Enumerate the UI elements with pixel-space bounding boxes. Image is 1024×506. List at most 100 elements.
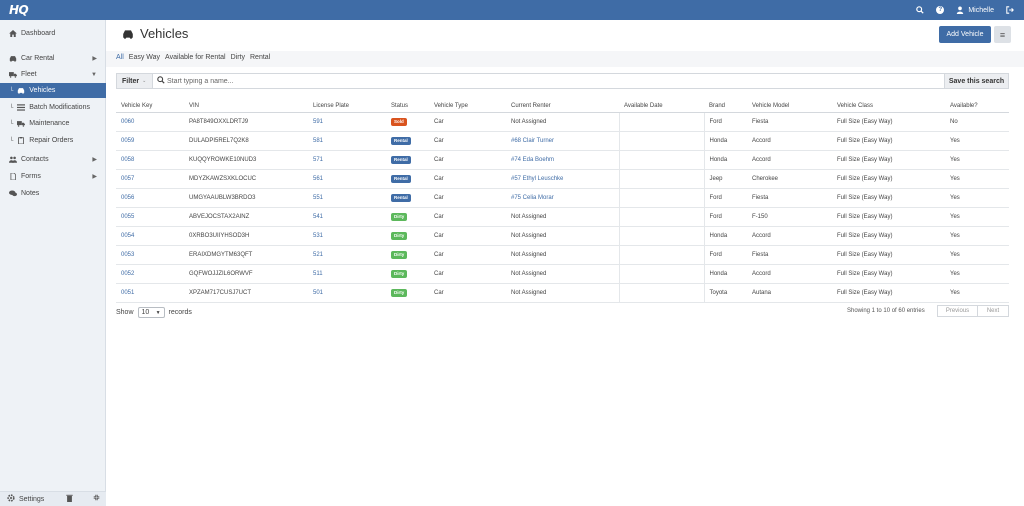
menu-button[interactable]: ≡ bbox=[994, 26, 1011, 43]
status-badge: Rental bbox=[391, 155, 411, 164]
col-available[interactable]: Available? bbox=[945, 100, 1009, 113]
tab-all[interactable]: All bbox=[116, 54, 124, 61]
trash-icon[interactable] bbox=[66, 494, 73, 504]
vehicle-key-link[interactable]: 0056 bbox=[121, 194, 135, 201]
next-button[interactable]: Next bbox=[978, 305, 1009, 317]
add-vehicle-button[interactable]: Add Vehicle bbox=[939, 26, 991, 43]
table-cell: Dirty bbox=[386, 264, 429, 284]
table-row[interactable]: 0058 KUQQYROWKE10NUD3 571 Rental Car #74 Eda … bbox=[116, 150, 1009, 170]
table-row[interactable]: 0052 GQFWOJJZIL6ORWVF 511 Dirty Car Not Assig… bbox=[116, 264, 1009, 284]
sidebar-item-maintenance[interactable]: └ Maintenance bbox=[0, 116, 106, 131]
col-vehicle-class[interactable]: Vehicle Class bbox=[832, 100, 945, 113]
vehicle-class-cell: Full Size (Easy Way) bbox=[837, 270, 893, 277]
table-row[interactable]: 0059 DULADPI5REL7Q2K8 581 Rental Car #68 Clai… bbox=[116, 131, 1009, 151]
vehicle-key-link[interactable]: 0055 bbox=[121, 213, 135, 220]
col-available-date[interactable]: Available Date bbox=[619, 100, 704, 113]
sidebar-item-batch-modifications[interactable]: └ Batch Modifications bbox=[0, 100, 106, 115]
sidebar-item-vehicles[interactable]: └ Vehicles bbox=[0, 83, 106, 98]
tab-available-for-rental[interactable]: Available for Rental bbox=[165, 54, 226, 61]
user-menu[interactable]: Michelle bbox=[956, 6, 994, 14]
table-row[interactable]: 0060 PA8T849OXXLDRTJ9 591 Sold Car Not Assign… bbox=[116, 112, 1009, 132]
col-vehicle-key[interactable]: Vehicle Key bbox=[116, 100, 184, 113]
sidebar-item-car-rental[interactable]: Car Rental ▶ bbox=[0, 51, 106, 66]
help-icon[interactable]: ? bbox=[936, 6, 945, 14]
license-plate-link[interactable]: 511 bbox=[313, 270, 323, 277]
car-icon bbox=[9, 55, 17, 62]
sidebar-item-fleet[interactable]: Fleet ▼ bbox=[0, 67, 106, 82]
table-row[interactable]: 0053 ERAIXDMGYTM63QFT 521 Dirty Car Not Assig… bbox=[116, 245, 1009, 265]
sidebar-item-repair-orders[interactable]: └ Repair Orders bbox=[0, 133, 106, 148]
table-cell: GQFWOJJZIL6ORWVF bbox=[184, 264, 308, 284]
table-cell bbox=[618, 245, 704, 265]
license-plate-link[interactable]: 531 bbox=[313, 232, 324, 239]
vehicle-key-link[interactable]: 0057 bbox=[121, 175, 135, 182]
logout-icon[interactable] bbox=[1006, 6, 1014, 14]
search-icon[interactable] bbox=[916, 6, 924, 14]
table-row[interactable]: 0051 XPZAM717CUSJ7UCT 501 Dirty Car Not Assig… bbox=[116, 283, 1009, 303]
vehicle-key-link[interactable]: 0059 bbox=[121, 137, 135, 144]
license-plate-link[interactable]: 551 bbox=[313, 194, 324, 201]
sidebar-item-dashboard[interactable]: Dashboard bbox=[0, 26, 106, 41]
page-size-select[interactable]: 10 ▼ bbox=[137, 307, 165, 318]
tab-easy-way[interactable]: Easy Way bbox=[128, 54, 161, 61]
table-cell: 541 bbox=[308, 207, 386, 227]
table-row[interactable]: 0057 MDYZKAWZSXKLOCUC 561 Rental Car #57 Ethy… bbox=[116, 169, 1009, 189]
license-plate-link[interactable]: 591 bbox=[313, 118, 324, 125]
current-renter-cell[interactable]: #57 Ethyl Leuschke bbox=[511, 175, 564, 182]
vehicle-key-link[interactable]: 0060 bbox=[121, 118, 135, 125]
sidebar-item-notes[interactable]: Notes bbox=[0, 186, 106, 201]
col-current-renter[interactable]: Current Renter bbox=[506, 100, 619, 113]
col-vehicle-model[interactable]: Vehicle Model bbox=[747, 100, 832, 113]
table-cell: Yes bbox=[945, 188, 1009, 208]
vehicle-key-link[interactable]: 0058 bbox=[121, 156, 135, 163]
vehicle-key-link[interactable]: 0051 bbox=[121, 289, 135, 296]
records-label: records bbox=[168, 309, 192, 316]
table-row[interactable]: 0056 UMGYAAUBLW3BRDO3 551 Rental Car #75 Celi… bbox=[116, 188, 1009, 208]
tab-dirty[interactable]: Dirty bbox=[230, 54, 245, 61]
license-plate-link[interactable]: 541 bbox=[313, 213, 324, 220]
vehicle-key-link[interactable]: 0054 bbox=[121, 232, 135, 239]
current-renter-cell[interactable]: #74 Eda Boehm bbox=[511, 156, 555, 163]
sidebar-item-label: Dashboard bbox=[21, 30, 56, 37]
table-cell bbox=[618, 207, 704, 227]
license-plate-link[interactable]: 581 bbox=[313, 137, 324, 144]
gear-icon[interactable] bbox=[7, 494, 15, 504]
settings-link[interactable]: Settings bbox=[19, 495, 45, 503]
col-vehicle-type[interactable]: Vehicle Type bbox=[429, 100, 506, 113]
table-cell: 591 bbox=[308, 112, 386, 132]
tree-branch-icon: └ bbox=[9, 137, 14, 144]
sidebar-item-contacts[interactable]: Contacts ▶ bbox=[0, 152, 106, 167]
col-vin[interactable]: VIN bbox=[184, 100, 308, 113]
chevron-right-icon: ▶ bbox=[92, 56, 97, 62]
license-plate-link[interactable]: 501 bbox=[313, 289, 324, 296]
main-content: Vehicles Add Vehicle ≡ All Easy Way Avai… bbox=[106, 20, 1024, 506]
vehicle-key-link[interactable]: 0052 bbox=[121, 270, 135, 277]
col-brand[interactable]: Brand bbox=[704, 100, 747, 113]
previous-button[interactable]: Previous bbox=[937, 305, 978, 317]
search-input[interactable] bbox=[167, 75, 937, 87]
filter-dropdown[interactable]: Filter ⌄ bbox=[117, 74, 153, 88]
collapse-icon[interactable] bbox=[93, 494, 100, 504]
current-renter-cell[interactable]: #68 Clair Turner bbox=[511, 137, 555, 144]
table-cell: 561 bbox=[308, 169, 386, 189]
app-logo[interactable]: HQ bbox=[9, 3, 29, 17]
vehicle-type-cell: Car bbox=[434, 118, 444, 125]
status-badge: Rental bbox=[391, 174, 411, 183]
license-plate-link[interactable]: 521 bbox=[313, 251, 324, 258]
col-license-plate[interactable]: License Plate bbox=[308, 100, 386, 113]
vehicle-model-cell: Autana bbox=[752, 289, 772, 296]
license-plate-link[interactable]: 561 bbox=[313, 175, 324, 182]
save-search-button[interactable]: Save this search bbox=[944, 74, 1008, 88]
table-cell: 0060 bbox=[116, 112, 184, 132]
brand-cell: Ford bbox=[709, 118, 722, 125]
col-status[interactable]: Status bbox=[386, 100, 429, 113]
table-row[interactable]: 0055 ABVEJOCSTAX2AINZ 541 Dirty Car Not Assig… bbox=[116, 207, 1009, 227]
table-row[interactable]: 0054 0XRBO3UIIYHSOD3H 531 Dirty Car Not Assig… bbox=[116, 226, 1009, 246]
sidebar-item-forms[interactable]: Forms ▶ bbox=[0, 169, 106, 184]
tab-rental[interactable]: Rental bbox=[250, 54, 271, 61]
license-plate-link[interactable]: 571 bbox=[313, 156, 324, 163]
current-renter-cell[interactable]: #75 Celia Morar bbox=[511, 194, 554, 201]
brand-cell: Ford bbox=[709, 251, 722, 258]
brand-cell: Ford bbox=[709, 194, 722, 201]
vehicle-key-link[interactable]: 0053 bbox=[121, 251, 135, 258]
